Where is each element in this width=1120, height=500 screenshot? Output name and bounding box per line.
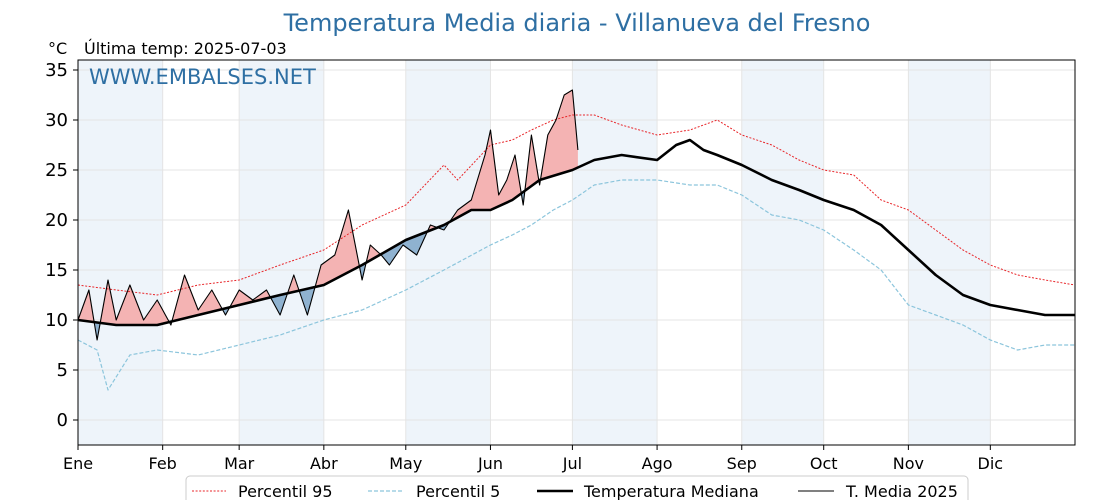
unit-label: °C — [48, 39, 67, 58]
month-band-Sep — [741, 60, 824, 445]
x-tick-label-Feb: Feb — [149, 454, 177, 473]
anomaly-above-median — [525, 135, 539, 191]
watermark: WWW.EMBALSES.NET — [89, 65, 316, 89]
legend-label-p95: Percentil 95 — [238, 482, 333, 500]
anomaly-below-median — [299, 285, 316, 315]
anomaly-above-median — [172, 275, 223, 322]
x-tick-label-Nov: Nov — [893, 454, 924, 473]
y-tick-label-10: 10 — [45, 310, 68, 331]
x-tick-label-Oct: Oct — [810, 454, 838, 473]
anomaly-below-median — [94, 321, 101, 340]
anomaly-above-median — [449, 130, 522, 222]
anomaly-above-median — [100, 280, 170, 325]
y-tick-label-0: 0 — [57, 410, 68, 431]
month-band-Ene — [78, 60, 163, 445]
y-tick-label-5: 5 — [57, 360, 68, 381]
x-tick-label-May: May — [389, 454, 422, 473]
x-tick-label-Ene: Ene — [63, 454, 93, 473]
legend-label-median: Temperatura Mediana — [583, 482, 759, 500]
x-axis: Ene Feb Mar Abr May Jun Jul Ago Sep Oct Nov Dic — [63, 445, 1003, 473]
series-p5-line — [77, 179, 1075, 391]
series-median-line — [77, 138, 1075, 327]
legend-label-current: T. Media 2025 — [845, 482, 958, 500]
month-band-Mar — [239, 60, 324, 445]
x-tick-label-Mar: Mar — [224, 454, 255, 473]
grid-lines — [77, 60, 1075, 445]
y-axis: 0 5 10 15 20 25 30 35 — [45, 60, 78, 431]
legend-label-p5: Percentil 5 — [416, 482, 500, 500]
month-band-Nov — [908, 60, 991, 445]
anomaly-above-median — [287, 275, 300, 294]
month-band-May — [405, 60, 491, 445]
series-p95-line — [77, 114, 1076, 296]
anomaly-fills — [78, 90, 578, 340]
month-band-Jul — [572, 60, 658, 445]
y-tick-label-35: 35 — [45, 60, 68, 81]
y-tick-label-20: 20 — [45, 210, 68, 231]
y-tick-label-25: 25 — [45, 160, 68, 181]
x-tick-label-Jun: Jun — [477, 454, 503, 473]
y-tick-label-30: 30 — [45, 110, 68, 131]
series-current-line — [77, 89, 579, 341]
month-bands — [78, 60, 991, 445]
x-tick-label-Dic: Dic — [978, 454, 1004, 473]
anomaly-below-median — [270, 293, 288, 315]
x-tick-label-Abr: Abr — [310, 454, 338, 473]
y-tick-label-15: 15 — [45, 260, 68, 281]
series-lines — [77, 89, 1076, 391]
anomaly-above-median — [315, 210, 360, 287]
chart-title: Temperatura Media diaria - Villanueva de… — [283, 9, 871, 37]
legend: Percentil 95 Percentil 5 Temperatura Med… — [185, 475, 969, 500]
plot-area-frame — [77, 59, 1076, 446]
anomaly-above-median — [366, 245, 382, 263]
last-temp-label: Última temp: 2025-07-03 — [84, 39, 287, 58]
x-tick-label-Ago: Ago — [642, 454, 673, 473]
legend-box — [185, 475, 969, 500]
x-tick-label-Jul: Jul — [562, 454, 582, 473]
anomaly-above-median — [541, 90, 578, 180]
x-tick-label-Sep: Sep — [727, 454, 757, 473]
anomaly-below-median — [381, 231, 428, 265]
